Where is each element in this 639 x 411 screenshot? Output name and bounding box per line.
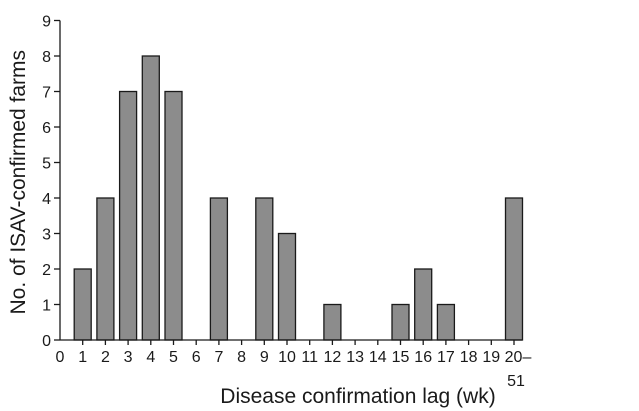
x-tick-label-5: 5 (169, 349, 178, 366)
x-axis-title: Disease confirmation lag (wk) (220, 385, 495, 408)
x-tick-label-19: 19 (482, 349, 500, 366)
bar-4 (141, 55, 160, 341)
x-tick-label-10: 10 (278, 349, 296, 366)
bars-layer (73, 55, 524, 341)
x-tick-label-17: 17 (437, 349, 455, 366)
bar-9 (255, 197, 274, 341)
y-axis-title: No. of ISAV-confirmed farms (7, 50, 30, 315)
x-tick-label-3: 3 (124, 349, 133, 366)
bar-16 (414, 268, 433, 341)
x-tick-label-8: 8 (237, 349, 246, 366)
x-tick-label-14: 14 (369, 349, 387, 366)
y-tick-label-2: 2 (42, 262, 51, 279)
x-tick-label-51: 51 (507, 373, 525, 390)
y-tick-label-9: 9 (42, 14, 51, 31)
y-tick-label-7: 7 (42, 85, 51, 102)
bar-12 (323, 303, 342, 341)
y-tick-label-1: 1 (42, 298, 51, 315)
x-tick-label-4: 4 (146, 349, 155, 366)
x-tick-label-9: 9 (260, 349, 269, 366)
bar-5 (164, 90, 183, 341)
x-tick-label-7: 7 (214, 349, 223, 366)
x-tick-label-0: 0 (56, 349, 65, 366)
x-tick-label-6: 6 (192, 349, 201, 366)
bar-10 (277, 232, 297, 341)
x-tick-label-12: 12 (324, 349, 342, 366)
x-tick-label-20: 20– (505, 349, 532, 366)
axes-layer (59, 20, 522, 341)
y-tick-label-3: 3 (42, 227, 51, 244)
y-tick-label-5: 5 (42, 156, 51, 173)
bar-17 (436, 303, 456, 341)
bar-3 (118, 90, 138, 341)
x-tick-label-18: 18 (460, 349, 478, 366)
x-tick-label-2: 2 (101, 349, 110, 366)
y-tick-label-0: 0 (42, 333, 51, 350)
y-tick-label-6: 6 (42, 120, 51, 137)
y-tick-label-4: 4 (42, 191, 51, 208)
x-tick-label-16: 16 (414, 349, 432, 366)
x-tick-label-13: 13 (346, 349, 364, 366)
bar-20-51 (504, 197, 524, 341)
x-tick-label-15: 15 (392, 349, 410, 366)
x-tick-label-1: 1 (78, 349, 87, 366)
y-tick-label-8: 8 (42, 49, 51, 66)
bar-2 (96, 197, 115, 341)
bar-1 (73, 268, 92, 341)
bar-15 (391, 303, 410, 341)
x-tick-label-11: 11 (301, 349, 318, 366)
bar-7 (209, 197, 229, 341)
